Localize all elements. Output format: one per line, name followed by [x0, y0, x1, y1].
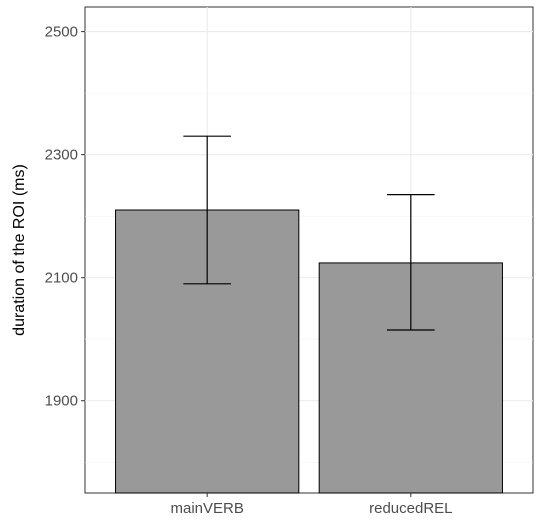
y-axis-title: duration of the ROI (ms)	[11, 164, 28, 336]
x-axis-ticks: mainVERB reducedREL	[171, 493, 453, 517]
bars-group	[115, 209, 503, 494]
y-tick-label: 1900	[45, 393, 78, 410]
y-tick-label: 2300	[45, 147, 78, 164]
x-tick-label: reducedREL	[369, 500, 452, 517]
y-axis-ticks: 1900 2100 2300 2500	[45, 24, 85, 410]
x-tick-label: mainVERB	[171, 500, 244, 517]
y-tick-label: 2500	[45, 24, 78, 41]
error-bars-group	[183, 135, 435, 331]
panel-border	[84, 6, 534, 494]
y-tick-label: 2100	[45, 270, 78, 287]
